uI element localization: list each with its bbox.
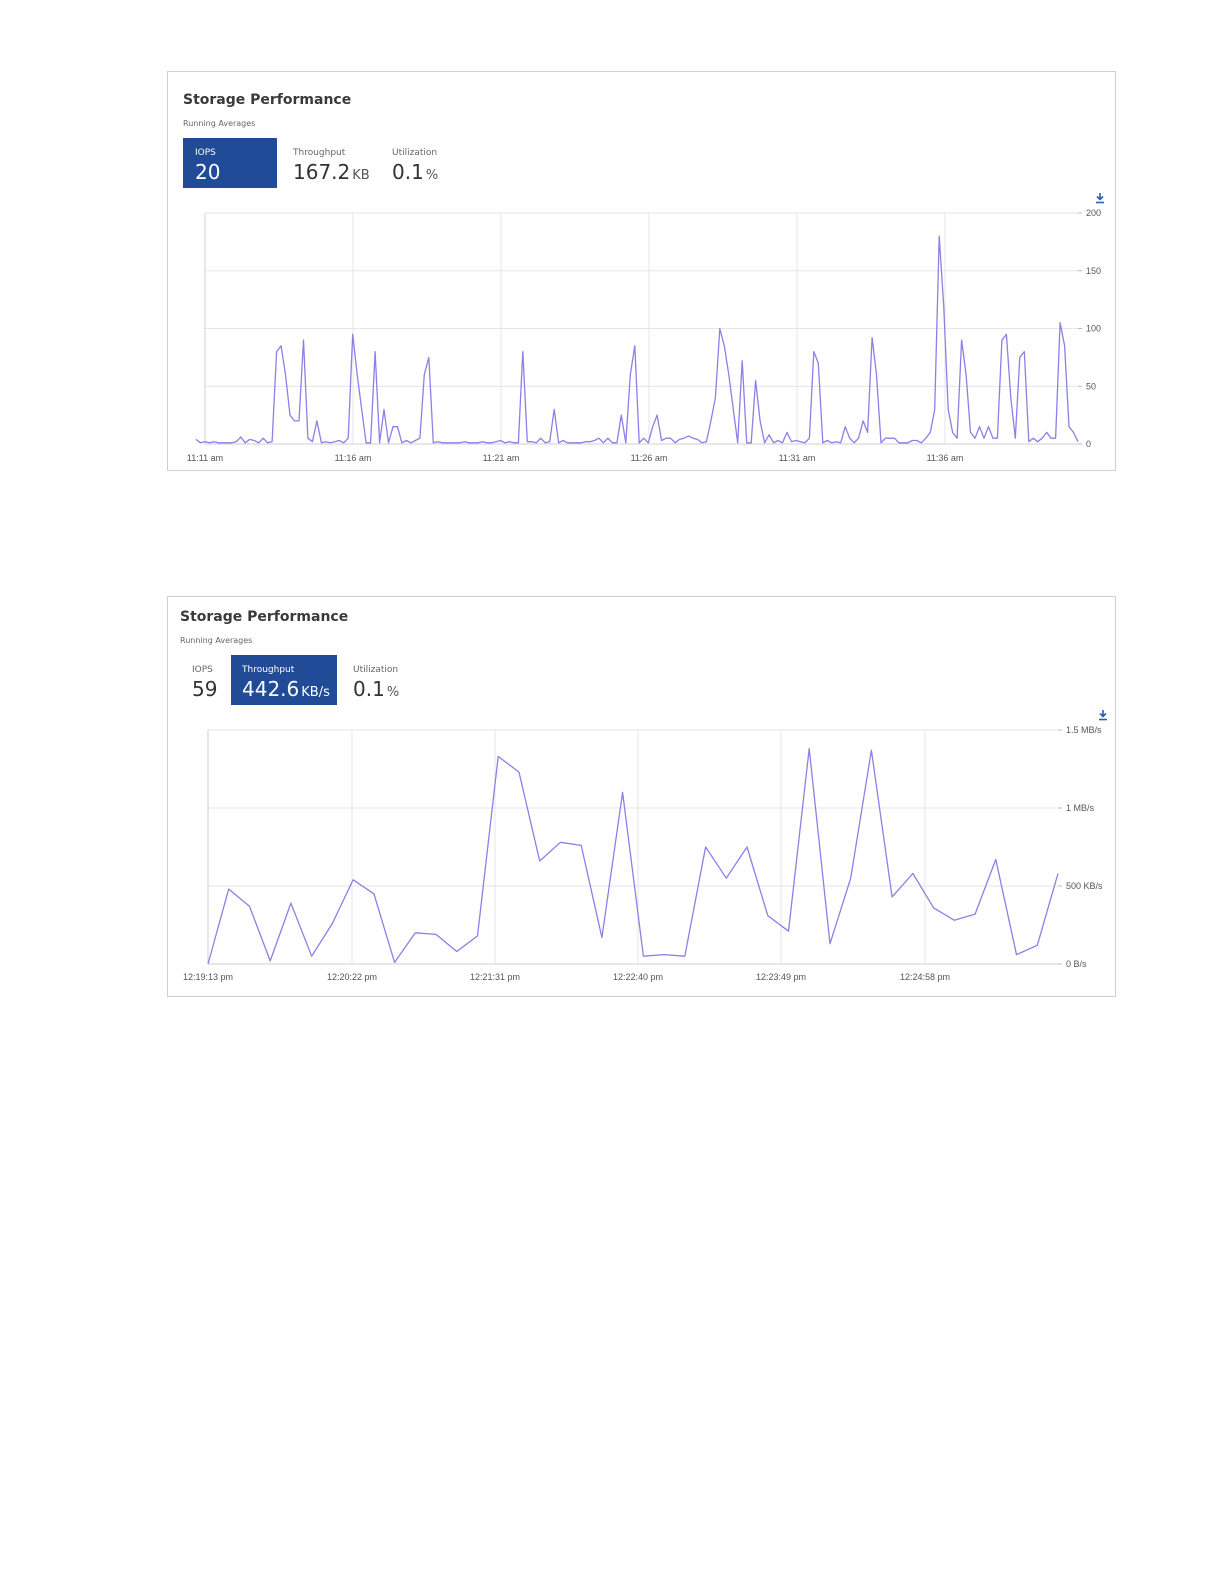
metric-value: 59 <box>192 677 218 701</box>
metric-value-row: 0.1% <box>392 160 438 184</box>
metric-value-row: 0.1% <box>353 677 399 701</box>
y-tick-label: 50 <box>1086 381 1096 391</box>
metric-value-row: 442.6 KB/s <box>242 677 330 701</box>
x-tick-label: 12:19:13 pm <box>183 972 233 982</box>
metric-tab-throughput[interactable]: Throughput 167.2 KB <box>293 138 383 188</box>
x-tick-label: 12:24:58 pm <box>900 972 950 982</box>
metric-unit: % <box>425 168 439 183</box>
metric-tab-iops[interactable]: IOPS 20 <box>183 138 277 188</box>
x-tick-label: 11:16 am <box>335 453 372 463</box>
metric-label: Utilization <box>353 665 399 675</box>
metric-unit: KB/s <box>301 685 330 700</box>
x-tick-label: 12:23:49 pm <box>756 972 806 982</box>
y-tick-label: 0 <box>1086 439 1091 449</box>
y-tick-label: 1.5 MB/s <box>1066 725 1102 735</box>
metric-tab-utilization[interactable]: Utilization 0.1% <box>392 138 462 188</box>
x-tick-label: 12:22:40 pm <box>613 972 663 982</box>
x-tick-label: 11:11 am <box>187 453 223 463</box>
y-tick-label: 200 <box>1086 208 1101 218</box>
iops-line-chart: 200 150 100 50 0 11:11 am 11:16 am 11:21 am 11:2… <box>187 208 1101 463</box>
series-line <box>207 748 1059 965</box>
metric-label: IOPS <box>192 665 213 675</box>
metric-value: 442.6 <box>242 677 300 701</box>
y-tick-label: 100 <box>1086 324 1101 334</box>
x-tick-label: 11:21 am <box>483 453 520 463</box>
download-icon[interactable] <box>1097 708 1109 721</box>
x-tick-label: 11:26 am <box>631 453 668 463</box>
x-tick-label: 12:21:31 pm <box>470 972 520 982</box>
storage-performance-panel-iops: Storage Performance Running Averages IOP… <box>167 71 1116 471</box>
panel-subtitle: Running Averages <box>183 119 256 128</box>
panel-title: Storage Performance <box>183 92 352 108</box>
metric-value-row: 167.2 KB <box>293 160 370 184</box>
y-tick-label: 1 MB/s <box>1066 803 1095 813</box>
x-tick-label: 11:36 am <box>927 453 964 463</box>
metric-tab-iops[interactable]: IOPS 59 <box>192 655 242 705</box>
y-tick-label: 500 KB/s <box>1066 881 1103 891</box>
metric-tab-utilization[interactable]: Utilization 0.1% <box>353 655 423 705</box>
metric-unit: % <box>386 685 400 700</box>
y-tick-label: 0 B/s <box>1066 959 1087 969</box>
metric-tab-throughput[interactable]: Throughput 442.6 KB/s <box>231 655 337 705</box>
metric-label: Throughput <box>242 665 295 675</box>
throughput-line-chart: 1.5 MB/s 1 MB/s 500 KB/s 0 B/s 12:19:13 pm 12… <box>183 725 1103 982</box>
storage-performance-panel-throughput: Storage Performance Running Averages IOP… <box>167 596 1116 997</box>
series-line <box>195 235 1079 444</box>
metric-value: 0.1 <box>392 160 424 184</box>
metric-value: 20 <box>195 160 221 184</box>
metric-unit: KB <box>352 168 370 183</box>
x-tick-label: 12:20:22 pm <box>327 972 377 982</box>
y-tick-label: 150 <box>1086 266 1101 276</box>
metric-value-row: 20 <box>195 160 222 184</box>
panel-title: Storage Performance <box>180 609 349 625</box>
metric-label: Throughput <box>293 148 346 158</box>
x-tick-label: 11:31 am <box>779 453 816 463</box>
metric-value: 167.2 <box>293 160 351 184</box>
metric-label: Utilization <box>392 148 438 158</box>
download-icon[interactable] <box>1094 191 1106 204</box>
metric-value: 0.1 <box>353 677 385 701</box>
metric-label: IOPS <box>195 148 216 158</box>
panel-subtitle: Running Averages <box>180 636 253 645</box>
metric-value-row: 59 <box>192 677 219 701</box>
